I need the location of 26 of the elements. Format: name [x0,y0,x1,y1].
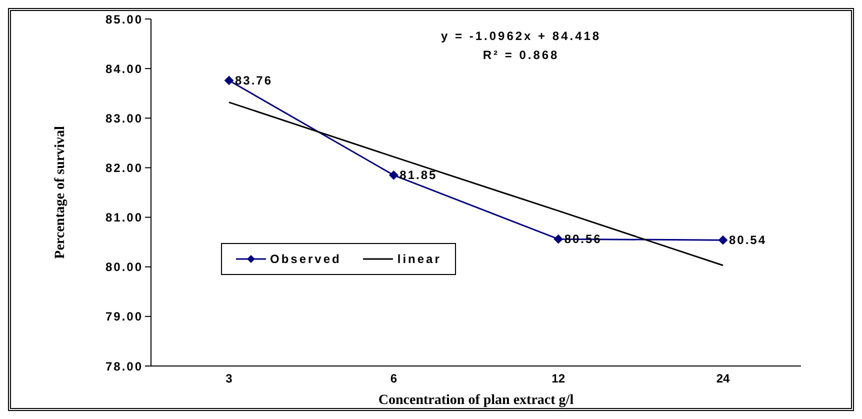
y-tick-label: 83.00 [105,111,143,126]
y-tick-label: 80.00 [105,260,143,274]
point [389,170,398,180]
point [718,236,728,245]
annotation: R² = 0.868 [482,47,560,64]
y-tick-label: 82.00 [105,160,143,175]
x-tick-label: 3 [226,372,233,386]
y-tick-label: 81.00 [105,210,143,225]
legend-label: Observed [269,252,342,266]
legend-label: linear [396,252,442,266]
y-tick-label: 79.00 [105,310,143,324]
y-tick-label: 84.00 [105,62,143,76]
x-tick-label: 6 [390,372,398,386]
annotation: y = -1.0962x + 84.418 [441,28,602,45]
data-label: 81.85 [400,168,438,182]
data-label: 80.54 [729,233,767,248]
x-tick-label: 12 [552,372,566,386]
point [554,234,563,244]
data-label: 83.76 [235,73,273,88]
point [224,76,234,85]
y-tick-label: 78.00 [105,359,143,374]
line-series [228,102,724,266]
y-tick-label: 85.00 [105,12,143,26]
x-tick-label: 24 [716,372,730,386]
x-axis-title: Concentration of plan extract g/l [378,393,574,408]
y-axis-title: Percentage of survival [52,126,68,259]
